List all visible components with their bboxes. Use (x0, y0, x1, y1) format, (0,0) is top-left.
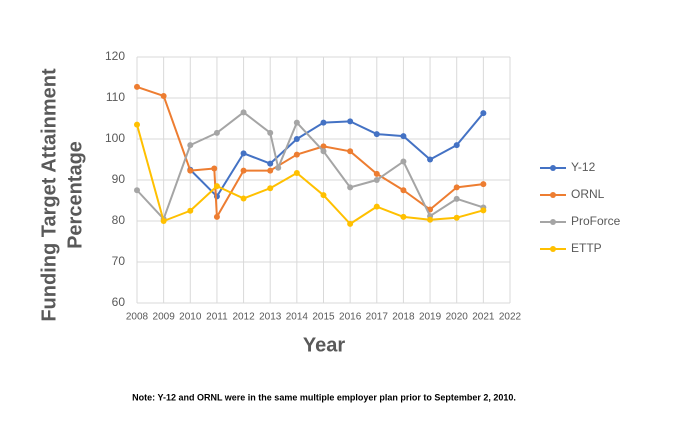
legend-label: ETTP (571, 241, 602, 255)
data-point (400, 133, 407, 140)
data-point (427, 156, 434, 163)
data-point (240, 109, 247, 116)
data-point (373, 131, 380, 138)
x-tick-label: 2013 (259, 312, 282, 323)
data-point (213, 129, 220, 136)
data-point (400, 158, 407, 165)
note: Note: Y-12 and ORNL were in the same mul… (132, 392, 516, 402)
data-point (134, 121, 140, 128)
legend-marker (550, 219, 556, 225)
data-point (347, 184, 354, 191)
x-tick-label: 2008 (126, 312, 149, 323)
y-axis-title: Funding Target Attainment (38, 68, 60, 322)
data-point (187, 207, 194, 214)
legend-label: ProForce (571, 214, 621, 228)
data-point (293, 119, 300, 126)
data-point (347, 118, 354, 125)
data-point (453, 184, 460, 191)
data-point (160, 218, 167, 224)
x-tick-label: 2015 (312, 312, 335, 323)
data-point (320, 192, 327, 199)
data-point (275, 164, 282, 171)
x-tick-label: 2017 (366, 312, 389, 323)
y-tick-label: 90 (112, 172, 126, 186)
legend-marker (550, 246, 556, 252)
data-point (134, 187, 140, 194)
y-tick-label: 80 (112, 213, 126, 227)
data-point (160, 92, 167, 99)
data-point (240, 195, 247, 202)
data-point (480, 110, 487, 117)
data-point (373, 203, 380, 210)
y-tick-label: 100 (105, 131, 125, 145)
data-point (134, 83, 140, 90)
x-tick-label: 2011 (206, 312, 228, 323)
data-point (453, 195, 460, 202)
data-point (293, 136, 300, 142)
data-point (400, 187, 407, 194)
data-point (453, 214, 460, 221)
data-point (267, 160, 274, 167)
data-point (267, 129, 274, 136)
data-point (240, 150, 247, 157)
data-point (347, 220, 354, 227)
x-tick-label: 2018 (392, 312, 415, 323)
data-point (267, 185, 274, 192)
x-tick-label: 2019 (419, 312, 442, 323)
x-tick-label: 2010 (179, 312, 202, 323)
x-tick-label: 2016 (339, 312, 362, 323)
data-point (427, 216, 434, 223)
y-tick-label: 120 (105, 49, 125, 63)
data-point (187, 167, 194, 174)
data-point (480, 207, 487, 214)
y-tick-label: 70 (112, 254, 126, 268)
data-point (213, 183, 220, 190)
x-tick-label: 2022 (499, 312, 522, 323)
data-point (213, 213, 220, 220)
data-point (347, 148, 354, 155)
series-line (189, 112, 485, 198)
legend-marker (550, 192, 556, 198)
data-point (320, 148, 327, 155)
data-point (267, 167, 274, 174)
data-point (320, 143, 327, 150)
data-point (453, 142, 460, 149)
y-axis-title: Percentage (64, 141, 86, 249)
data-point (187, 142, 194, 149)
data-point (373, 177, 380, 183)
data-point (240, 167, 247, 174)
data-point (211, 165, 218, 172)
data-point (293, 151, 300, 158)
data-point (293, 170, 300, 177)
legend-marker (550, 165, 556, 171)
data-point (320, 119, 327, 126)
x-axis-title: Year (303, 334, 345, 356)
legend-label: ORNL (571, 187, 605, 201)
x-tick-label: 2021 (472, 312, 495, 323)
x-tick-label: 2012 (232, 312, 255, 323)
x-tick-label: 2014 (286, 312, 309, 323)
x-tick-label: 2020 (446, 312, 469, 323)
y-tick-label: 110 (106, 90, 125, 104)
data-point (373, 170, 380, 177)
legend-label: Y-12 (571, 160, 596, 174)
x-tick-label: 2009 (153, 312, 176, 323)
y-tick-label: 60 (112, 295, 126, 309)
data-point (480, 181, 487, 188)
data-point (400, 213, 407, 220)
series-line (136, 124, 484, 225)
